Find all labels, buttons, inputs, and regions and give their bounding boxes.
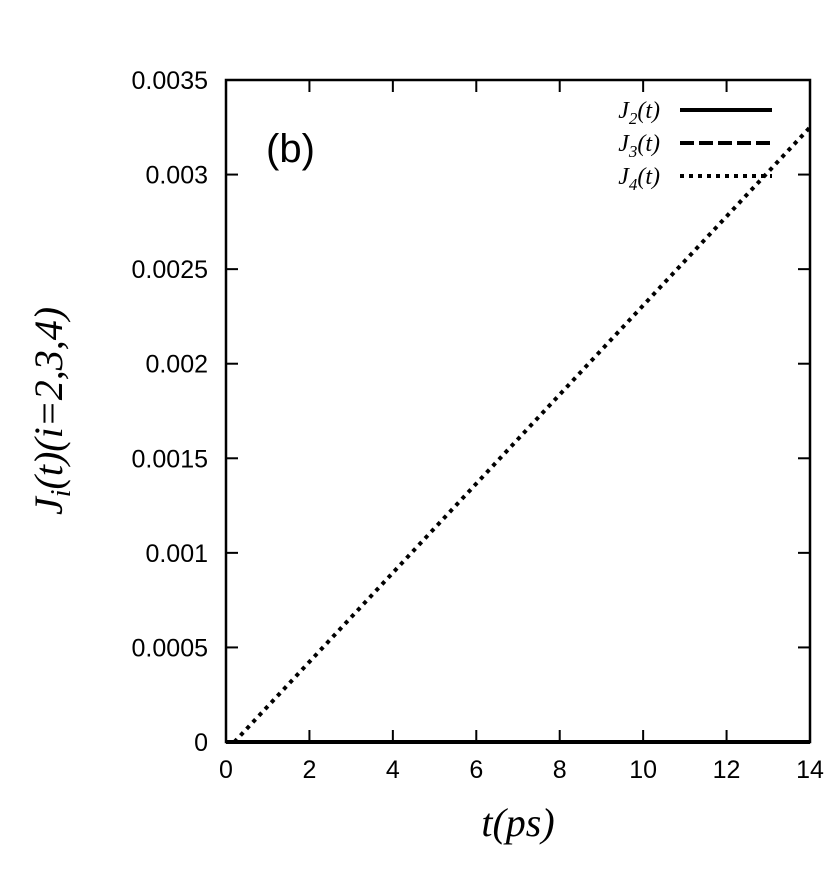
legend-label: J3(t) — [618, 131, 660, 161]
series-layer — [226, 125, 812, 744]
y-axis-label: Ji(t)(i=2,3,4) — [26, 307, 77, 515]
y-tick-label: 0.001 — [145, 540, 208, 568]
legend: J2(t)J3(t)J4(t) — [618, 98, 772, 194]
y-tick-label: 0 — [194, 729, 208, 757]
y-tick-label: 0.003 — [145, 162, 208, 190]
x-tick-label: 10 — [629, 756, 657, 784]
y-tick-label: 0.0035 — [132, 67, 208, 95]
y-tick-label: 0.0015 — [132, 445, 208, 473]
x-tick-label: 8 — [553, 756, 567, 784]
x-tick-label: 12 — [713, 756, 741, 784]
labels-layer: 0 2 4 6 8 10 12 14 0 0.0005 0.001 0.0015 0.002 0.0025… — [26, 67, 824, 845]
x-axis-label: t(ps) — [481, 800, 554, 845]
x-tick-label: 0 — [219, 756, 233, 784]
y-tick-label: 0.0025 — [132, 256, 208, 284]
y-tick-label: 0.002 — [145, 351, 208, 379]
x-tick-label: 2 — [302, 756, 316, 784]
legend-label: J4(t) — [618, 164, 660, 194]
y-tick-label: 0.0005 — [132, 634, 208, 662]
x-tick-label: 4 — [386, 756, 400, 784]
panel-label: (b) — [266, 127, 315, 171]
x-tick-label: 6 — [469, 756, 483, 784]
series-4-line — [232, 125, 812, 744]
legend-label: J2(t) — [618, 98, 660, 128]
ticks-layer — [225, 79, 811, 743]
x-tick-label: 14 — [796, 756, 824, 784]
plot-frame — [224, 78, 812, 744]
